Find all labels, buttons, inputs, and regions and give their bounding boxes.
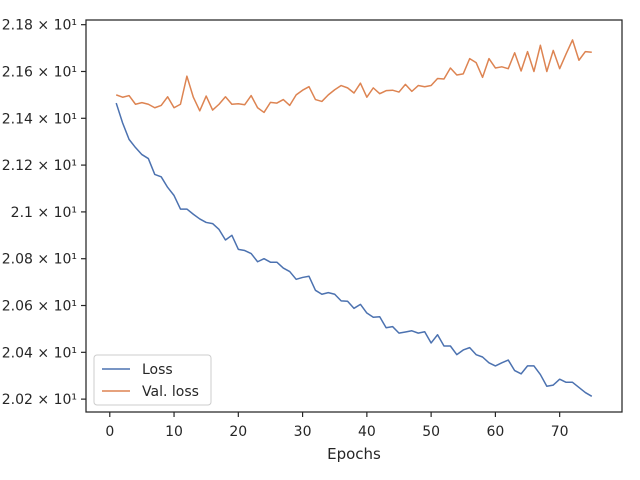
x-tick-label: 20 xyxy=(229,424,247,440)
x-tick-label: 0 xyxy=(105,424,114,440)
x-tick-label: 70 xyxy=(551,424,569,440)
series-line-val-loss xyxy=(115,39,592,114)
x-tick-label: 60 xyxy=(486,424,504,440)
y-tick-label: 2.12 × 10¹ xyxy=(2,158,77,174)
x-tick-label: 30 xyxy=(294,424,312,440)
y-tick-label: 2.08 × 10¹ xyxy=(2,252,77,268)
series-layer xyxy=(115,39,593,397)
y-tick-label: 2.16 × 10¹ xyxy=(2,64,77,80)
legend: Loss Val. loss xyxy=(93,354,212,406)
x-tick-label: 40 xyxy=(358,424,376,440)
x-tick-label: 10 xyxy=(165,424,183,440)
y-tick-label: 2.14 × 10¹ xyxy=(2,111,77,127)
legend-label: Val. loss xyxy=(142,384,199,400)
x-axis-ticks: 0 10 20 30 40 50 60 70 xyxy=(105,412,569,440)
axes-frame xyxy=(85,19,623,413)
y-tick-label: 2.04 × 10¹ xyxy=(2,345,77,361)
legend-label: Loss xyxy=(142,362,173,378)
x-axis-label: Epochs xyxy=(327,445,381,463)
y-tick-label: 2.1 × 10¹ xyxy=(11,205,77,221)
y-tick-label: 2.06 × 10¹ xyxy=(2,299,77,315)
x-tick-label: 50 xyxy=(422,424,440,440)
legend-box xyxy=(93,354,212,406)
y-axis-ticks: 2.02 × 10¹ 2.04 × 10¹ 2.06 × 10¹ 2.08 × 10¹… xyxy=(2,18,86,408)
y-tick-label: 2.18 × 10¹ xyxy=(2,18,77,34)
y-tick-label: 2.02 × 10¹ xyxy=(2,392,77,408)
series-line-loss xyxy=(115,102,593,397)
